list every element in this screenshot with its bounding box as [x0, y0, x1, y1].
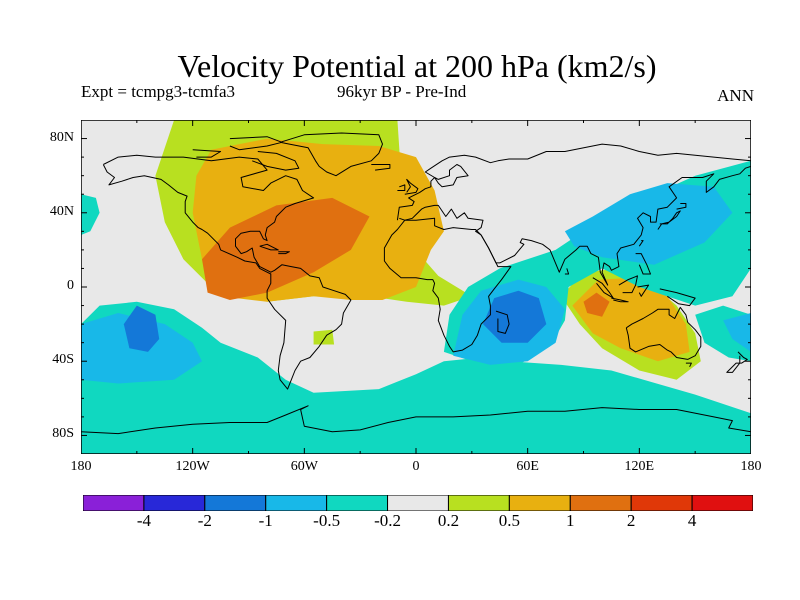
colorbar — [83, 495, 753, 511]
colorbar-level-6: 0.5 — [498, 511, 520, 530]
coastline-13 — [397, 184, 406, 191]
coastline-6 — [278, 251, 290, 255]
coastline-3 — [252, 151, 300, 171]
colorbar-box-4 — [326, 495, 389, 511]
colorbar-level-3: -0.5 — [313, 511, 341, 530]
contour-fills — [81, 120, 751, 454]
coastline-15 — [676, 203, 687, 210]
coastline-26 — [564, 268, 570, 275]
lat-label-0: 80N — [49, 129, 74, 145]
lat-label-2: 0 — [67, 278, 74, 293]
coastline-21 — [637, 284, 650, 297]
lat-label-3: 40S — [52, 352, 74, 368]
colorbar-box-9 — [630, 495, 693, 511]
coastline-27 — [81, 405, 751, 435]
contour-region-15 — [123, 305, 160, 352]
colorbar-level-5: 0.2 — [437, 511, 460, 530]
coastline-7 — [371, 164, 391, 171]
colorbar-level-1: -2 — [197, 511, 212, 530]
colorbar-box-3 — [265, 495, 328, 511]
lon-label-4: 60E — [516, 459, 539, 474]
lon-label-0: 180 — [70, 459, 92, 474]
contour-region-6 — [583, 292, 610, 317]
coastline-19 — [611, 297, 629, 303]
map-plot — [81, 120, 751, 454]
coastline-14 — [657, 210, 681, 230]
colorbar-level-9: 4 — [687, 511, 697, 530]
season-label: ANN — [717, 86, 754, 105]
coastline-2 — [229, 136, 283, 151]
coastline-23 — [625, 306, 702, 360]
coastline-24 — [685, 362, 692, 368]
coastline-16 — [638, 240, 644, 247]
coastline-20 — [618, 275, 638, 294]
lon-label-1: 120W — [175, 459, 210, 474]
colorbar-level-4: -0.2 — [374, 511, 401, 530]
coastline-12 — [404, 178, 419, 195]
coastline-0 — [102, 154, 352, 390]
coastline-25 — [726, 351, 748, 373]
colorbar-level-8: 2 — [626, 511, 636, 530]
colorbar-box-10 — [691, 495, 753, 511]
contour-region-1 — [313, 329, 335, 345]
coastline-4 — [192, 149, 222, 158]
colorbar-box-8 — [569, 495, 632, 511]
coastline-5 — [259, 243, 279, 251]
lon-label-3: 0 — [412, 459, 420, 474]
colorbar-box-6 — [447, 495, 510, 511]
contour-region-14 — [723, 313, 751, 352]
map-panel — [81, 120, 751, 454]
coastline-10 — [383, 217, 512, 353]
contour-region-5 — [202, 197, 370, 300]
contour-region-16 — [483, 290, 547, 343]
colorbar-level-2: -1 — [258, 511, 273, 530]
lon-label-6: 180 — [740, 459, 762, 474]
colorbar-box-1 — [143, 495, 206, 511]
coastline-18 — [592, 277, 614, 299]
period-label: 96kyr BP - Pre-Ind — [337, 82, 467, 101]
lat-label-1: 40N — [49, 203, 74, 219]
colorbar-box-5 — [387, 495, 449, 511]
contour-region-9 — [81, 194, 100, 235]
experiment-label: Expt = tcmpg3-tcmfa3 — [81, 82, 236, 101]
colorbar-box-2 — [204, 495, 267, 511]
coastline-8 — [396, 143, 751, 221]
lat-label-4: 80S — [52, 426, 74, 442]
colorbar-box-0 — [83, 495, 145, 511]
coastlines — [81, 132, 751, 435]
plot-title: Velocity Potential at 200 hPa (km2/s) — [177, 48, 657, 84]
coastline-17 — [635, 253, 651, 275]
contour-region-13 — [564, 183, 733, 265]
coastline-1 — [279, 132, 383, 177]
contour-region-7 — [81, 301, 751, 454]
colorbar-box-7 — [508, 495, 571, 511]
colorbar-level-7: 1 — [566, 511, 575, 530]
colorbar-level-0: -4 — [136, 511, 151, 530]
lon-label-2: 60W — [290, 459, 318, 474]
coastline-22 — [659, 288, 696, 307]
lon-label-5: 120E — [624, 459, 655, 474]
coastline-9 — [399, 165, 751, 286]
coastline-11 — [495, 310, 510, 334]
